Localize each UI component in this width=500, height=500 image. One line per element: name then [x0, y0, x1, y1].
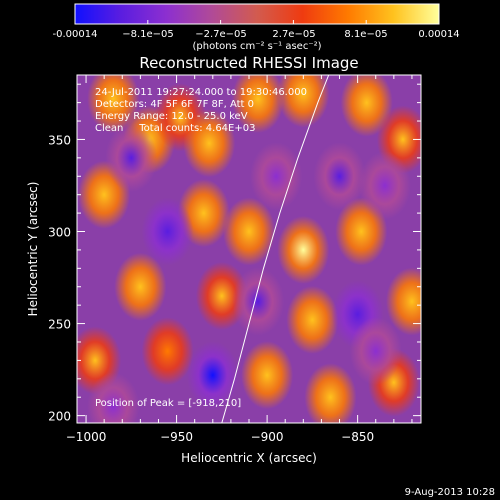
info-line-detectors: Detectors: 4F 5F 6F 7F 8F, Att 0: [95, 99, 254, 110]
info-line-energy: Energy Range: 12.0 - 25.0 keV: [95, 111, 248, 122]
colorbar-unit-label: (photons cm⁻² s⁻¹ asec⁻²): [192, 41, 321, 52]
heatmap-blob-negative: [105, 123, 158, 192]
solar-limb-line: [221, 75, 330, 423]
heatmap-blob-positive: [223, 197, 275, 266]
colorbar: -0.00014 −8.1e−05 −2.7e−05 2.7e−05 8.1e−…: [53, 3, 460, 52]
info-line-counts: Clean Total counts: 4.64E+03: [95, 123, 255, 134]
y-axis-ticks: 200 250 300 350: [48, 83, 421, 424]
plot-area: [77, 75, 421, 423]
x-axis-ticks: −1000 −950 −900 −850: [66, 75, 413, 444]
heatmap-blob-positive: [340, 75, 393, 137]
heatmap-blob-positive: [286, 285, 339, 354]
heatmap-blobs: [77, 75, 421, 423]
heatmap-blob-positive: [232, 75, 285, 133]
y-tick-label: 200: [48, 410, 71, 424]
heatmap-blob-positive: [141, 317, 194, 386]
colorbar-tick-label-5: 0.00014: [418, 29, 459, 40]
heatmap-blob-positive: [114, 252, 167, 321]
y-tick-label: 350: [48, 133, 71, 147]
heatmap-blob-positive: [277, 75, 330, 128]
colorbar-tick-label-0: -0.00014: [53, 29, 98, 40]
colorbar-tick-label-4: 8.1e−05: [344, 29, 387, 40]
heatmap-blob-positive: [183, 109, 236, 178]
heatmap-blob-positive: [304, 363, 357, 423]
x-tick-label: −1000: [66, 430, 107, 444]
footer-date: 9-Aug-2013 10:28: [405, 487, 495, 498]
heatmap-blob-negative: [250, 142, 303, 211]
y-tick-label: 250: [48, 318, 71, 332]
heatmap-blob-negative: [313, 142, 366, 211]
heatmap-blob-negative: [141, 197, 194, 266]
heatmap-blob-negative: [186, 341, 239, 410]
heatmap-blob-positive: [385, 267, 421, 336]
heatmap-blob-negative: [349, 317, 402, 386]
colorbar-gradient: [74, 3, 440, 25]
x-tick-label: −850: [341, 430, 374, 444]
x-axis-label: Heliocentric X (arcsec): [181, 451, 317, 465]
colorbar-ticks: [74, 20, 440, 24]
colorbar-tick-label-3: 2.7e−05: [272, 29, 315, 40]
heatmap-blob-negative: [232, 267, 285, 336]
heatmap-blob-positive: [87, 75, 140, 133]
heatmap-blob-negative: [87, 372, 140, 423]
colorbar-tick-label-1: −8.1e−05: [122, 29, 174, 40]
y-axis-label: Heliocentric Y (arcsec): [26, 182, 40, 317]
peak-position-label: Position of Peak = [-918,210]: [95, 398, 241, 409]
y-tick-label: 300: [48, 226, 71, 240]
heatmap-blob-negative: [358, 151, 411, 220]
info-line-time: 24-Jul-2011 19:27:24.000 to 19:30:46.000: [95, 87, 307, 98]
x-tick-label: −900: [251, 430, 284, 444]
chart-title: Reconstructed RHESSI Image: [139, 54, 358, 72]
colorbar-tick-label-2: −2.7e−05: [195, 29, 247, 40]
heatmap-blob-positive: [241, 341, 294, 410]
info-annotation: 24-Jul-2011 19:27:24.000 to 19:30:46.000…: [95, 87, 307, 134]
heatmap-blob-positive: [277, 215, 330, 284]
x-tick-label: −950: [160, 430, 193, 444]
